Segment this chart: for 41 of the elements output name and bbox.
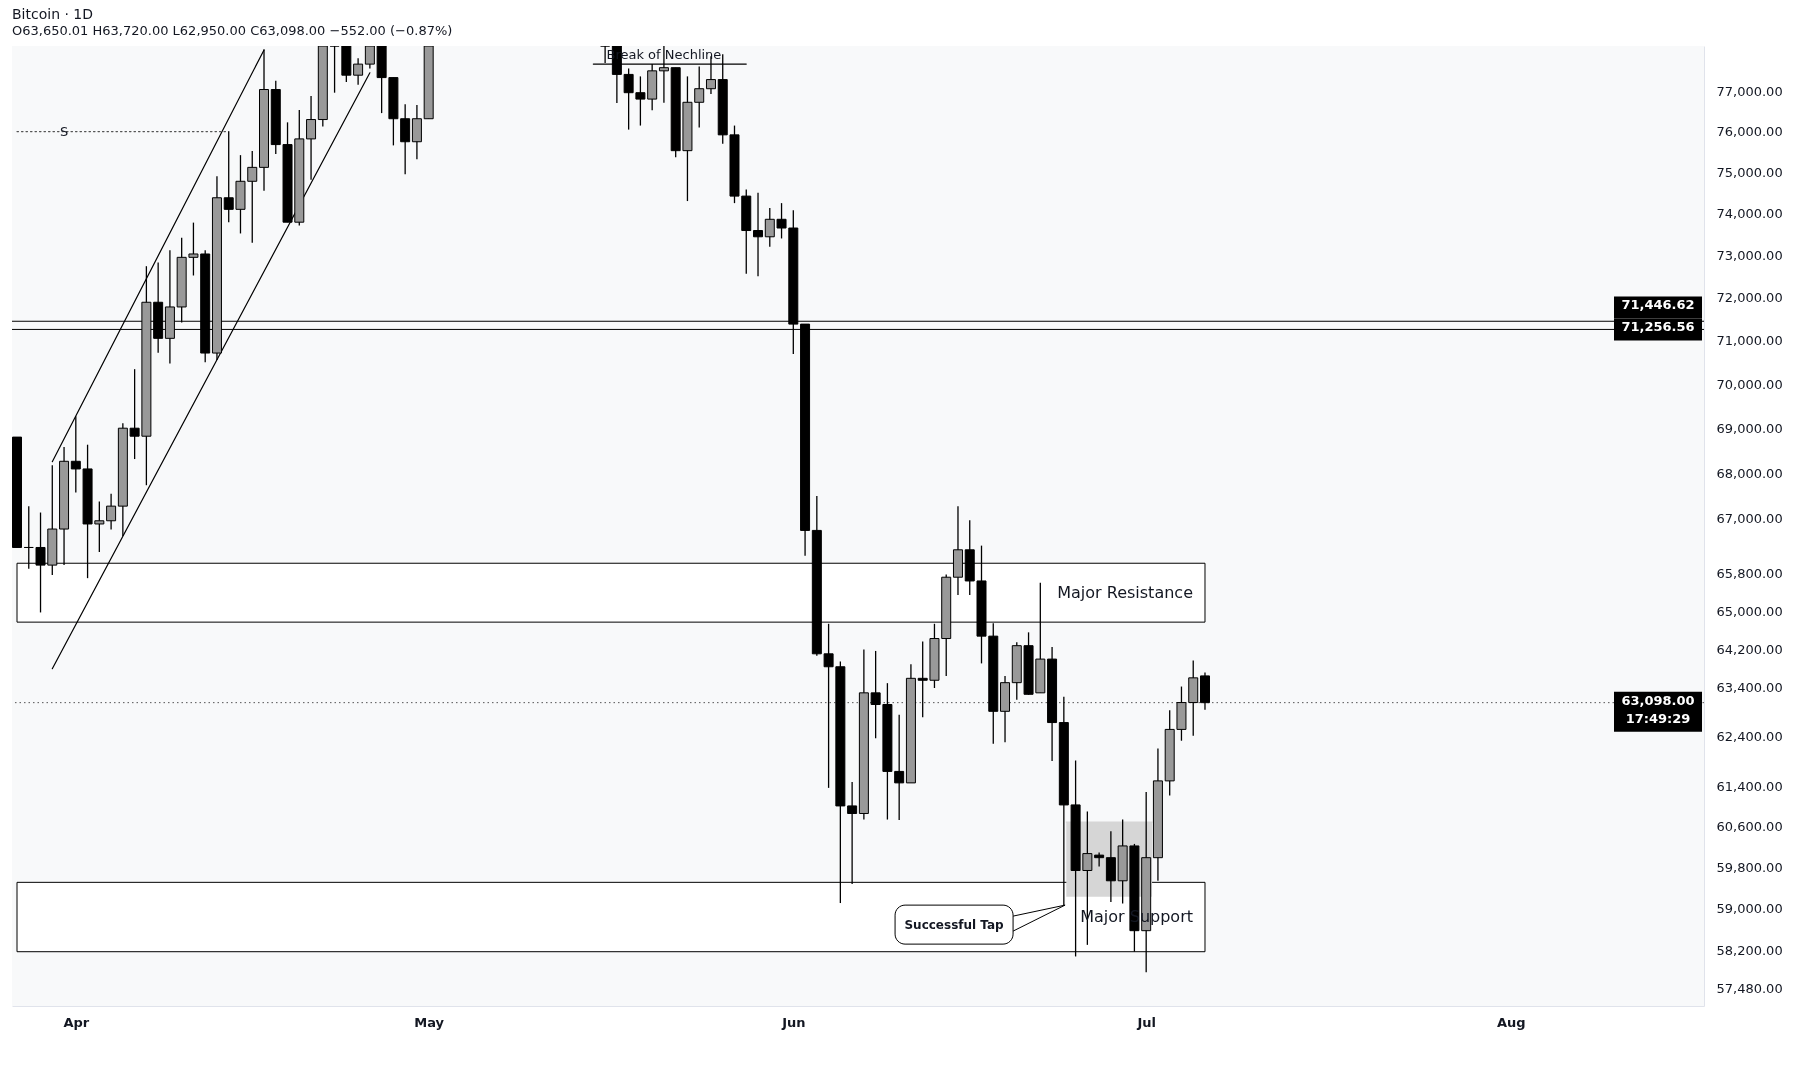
y-tick-label: 64,200.00 [1716,642,1783,658]
candlestick [306,95,317,181]
candlestick [353,57,364,86]
annotation: Successful Tap [904,917,1005,932]
y-tick-label: 65,000.00 [1716,603,1783,619]
y-tick-label: 59,800.00 [1716,859,1783,875]
candlestick [329,46,340,94]
x-tick-label: May [414,1014,445,1030]
annotation: S [59,123,69,139]
x-tick-label: Apr [63,1014,90,1030]
ref-line-label: 71,446.62 [1621,297,1695,313]
y-tick-label: 74,000.00 [1716,205,1783,221]
y-tick-label: 69,000.00 [1716,420,1783,436]
y-tick-label: 76,000.00 [1716,124,1783,140]
y-tick-label: 57,480.00 [1716,981,1783,997]
candlestick [753,192,764,277]
y-tick-label: 60,600.00 [1716,819,1783,835]
x-tick-label: Aug [1496,1014,1526,1030]
x-tick-label: Jun [781,1014,806,1030]
ref-line-label: 71,256.56 [1621,319,1695,335]
y-tick-label: 61,400.00 [1716,778,1783,794]
y-tick-label: 59,000.00 [1716,901,1783,917]
ref-line-label: 63,098.00 17:49:29 [1621,692,1695,726]
y-tick-label: 62,400.00 [1716,729,1783,745]
chart-title: Bitcoin · 1D [12,6,94,22]
y-tick-label: 65,800.00 [1716,566,1783,582]
band-label: Major Resistance [1057,582,1193,602]
y-tick-label: 63,400.00 [1716,680,1783,696]
y-tick-label: 73,000.00 [1716,247,1783,263]
y-tick-label: 77,000.00 [1716,84,1783,99]
y-tick-label: 71,000.00 [1716,333,1783,348]
y-tick-label: 68,000.00 [1716,465,1783,481]
y-tick-label: 58,200.00 [1716,943,1783,959]
y-tick-label: 72,000.00 [1716,290,1783,306]
y-tick-label: 75,000.00 [1716,164,1783,180]
candlestick [411,104,422,160]
y-tick-label: 70,000.00 [1716,376,1783,392]
x-tick-label: Jul [1136,1014,1156,1030]
candlestick [106,493,117,531]
chart-subtitle: O63,650.01 H63,720.00 L62,950.00 C63,098.00 −552.00 (−0.87%) [12,23,453,38]
y-tick-label: 67,000.00 [1716,510,1783,526]
